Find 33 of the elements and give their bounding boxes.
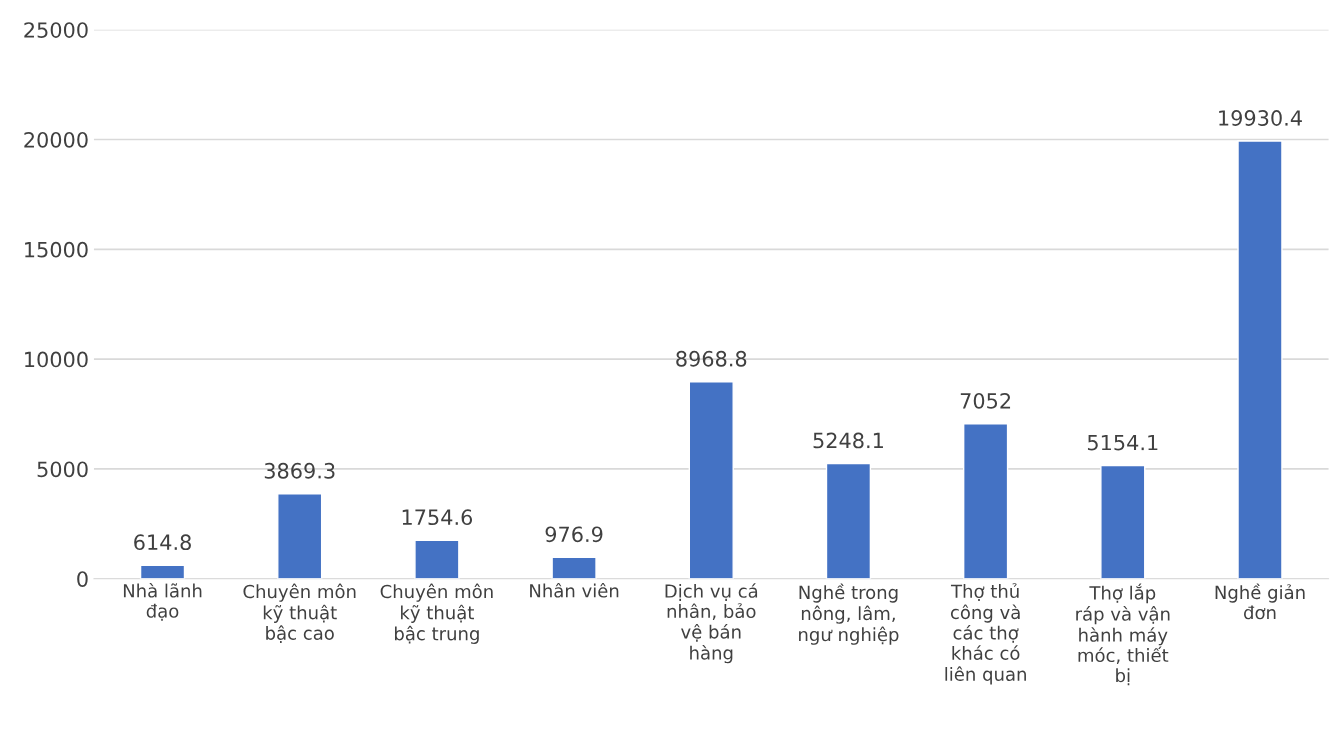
bar: [1237, 140, 1283, 579]
data-label: 976.9: [545, 526, 603, 543]
x-tick-label: Dịch vụ cá nhân, bảo vệ bán hàng: [665, 583, 758, 664]
x-tick-label: Chuyên môn kỹ thuật bậc trung: [380, 583, 493, 644]
x-tick-label: Nhân viên: [530, 582, 619, 598]
data-label: 7052: [960, 392, 1011, 409]
data-label: 614.8: [134, 534, 191, 551]
x-tick-label: Thợ thủ công và các thợ khác có liên quan: [945, 583, 1026, 685]
bar: [825, 462, 872, 579]
data-label: 5154.1: [1087, 434, 1158, 451]
bar: [1100, 464, 1146, 579]
y-tick-label: 15000: [25, 241, 88, 258]
x-tick-label: Nghề trong nông, lâm, ngư nghiệp: [799, 583, 899, 645]
bar: [139, 564, 186, 579]
data-label: 8968.8: [676, 350, 747, 367]
bar: [962, 423, 1009, 579]
y-tick-label: 5000: [37, 461, 88, 478]
bar: [688, 381, 734, 579]
x-tick-label: Nghề giản đơn: [1215, 583, 1305, 620]
y-tick-label: 0: [77, 571, 88, 587]
data-label: 19930.4: [1219, 110, 1302, 126]
y-tick-label: 25000: [24, 22, 88, 38]
bar: [551, 556, 597, 579]
data-label: 5248.1: [813, 432, 883, 449]
data-label: 1754.6: [402, 509, 473, 526]
data-label: 3869.3: [264, 462, 335, 479]
x-tick-label: Chuyên môn kỹ thuật bậc cao: [243, 583, 356, 643]
bar: [277, 493, 323, 579]
y-tick-label: 20000: [24, 131, 88, 148]
y-tick-label: 10000: [25, 351, 88, 368]
x-tick-label: Thợ lắp ráp và vận hành máy móc, thiết bị: [1076, 583, 1170, 686]
bar: [414, 539, 460, 579]
x-tick-label: Nhà lãnh đạo: [123, 582, 202, 621]
